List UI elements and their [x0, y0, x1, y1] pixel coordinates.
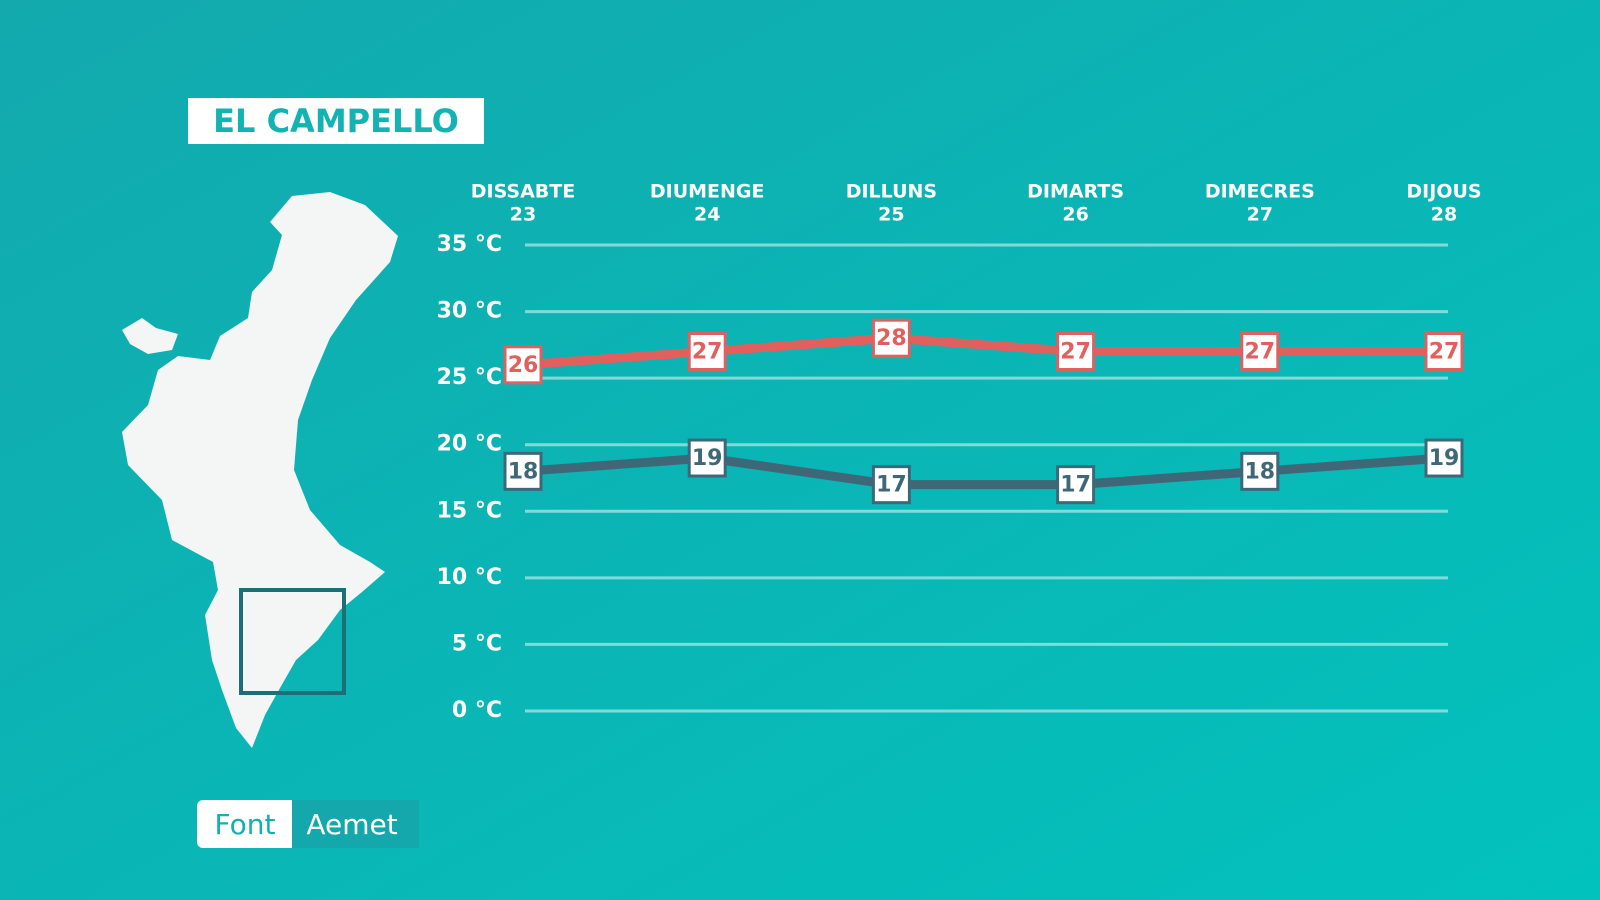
- y-tick-label: 10 °C: [437, 565, 502, 590]
- day-name: DILLUNS: [846, 181, 937, 203]
- point-marker: [1424, 332, 1464, 372]
- day-number: 25: [878, 204, 904, 226]
- data-label: 27: [692, 340, 723, 365]
- data-label: 27: [1060, 340, 1091, 365]
- point-marker: [1056, 332, 1096, 372]
- day-name: DIMARTS: [1027, 181, 1124, 203]
- source-value: Aemet: [306, 808, 397, 841]
- source-label: Font: [215, 808, 276, 841]
- day-number: 27: [1247, 204, 1273, 226]
- point-marker: [503, 345, 543, 385]
- y-tick-label: 15 °C: [437, 498, 502, 523]
- source-value-box: [292, 800, 419, 848]
- point-marker: [687, 332, 727, 372]
- data-label: 28: [876, 326, 907, 351]
- data-label: 18: [1244, 459, 1275, 484]
- day-number: 26: [1062, 204, 1088, 226]
- point-marker: [687, 438, 727, 478]
- day-number: 28: [1431, 204, 1457, 226]
- point-marker: [871, 465, 911, 505]
- series-line: [522, 453, 1445, 490]
- chart-title: EL CAMPELLO: [213, 102, 459, 140]
- series-line: [522, 333, 1444, 370]
- region-map: [122, 192, 398, 748]
- y-tick-label: 0 °C: [452, 698, 502, 723]
- point-marker: [1240, 451, 1280, 491]
- point-marker: [1056, 465, 1096, 505]
- data-label: 18: [508, 459, 539, 484]
- data-label: 17: [876, 473, 907, 498]
- data-label: 19: [692, 446, 723, 471]
- point-marker: [1240, 332, 1280, 372]
- point-marker: [503, 451, 543, 491]
- data-label: 26: [508, 353, 539, 378]
- point-marker: [871, 318, 911, 358]
- day-name: DIMECRES: [1205, 181, 1315, 203]
- day-number: 24: [694, 204, 720, 226]
- y-tick-label: 25 °C: [437, 365, 502, 390]
- data-label: 17: [1060, 473, 1091, 498]
- y-tick-label: 30 °C: [437, 299, 502, 324]
- y-tick-label: 5 °C: [452, 631, 502, 656]
- point-marker: [1424, 438, 1464, 478]
- day-name: DISSABTE: [471, 181, 575, 203]
- data-label: 27: [1244, 340, 1275, 365]
- y-tick-label: 35 °C: [437, 232, 502, 257]
- y-tick-label: 20 °C: [437, 432, 502, 457]
- location-box: [239, 588, 346, 695]
- day-name: DIUMENGE: [650, 181, 765, 203]
- data-label: 19: [1429, 446, 1460, 471]
- day-name: DIJOUS: [1406, 181, 1481, 203]
- data-label: 27: [1429, 340, 1460, 365]
- title-box: [188, 98, 484, 144]
- day-number: 23: [510, 204, 536, 226]
